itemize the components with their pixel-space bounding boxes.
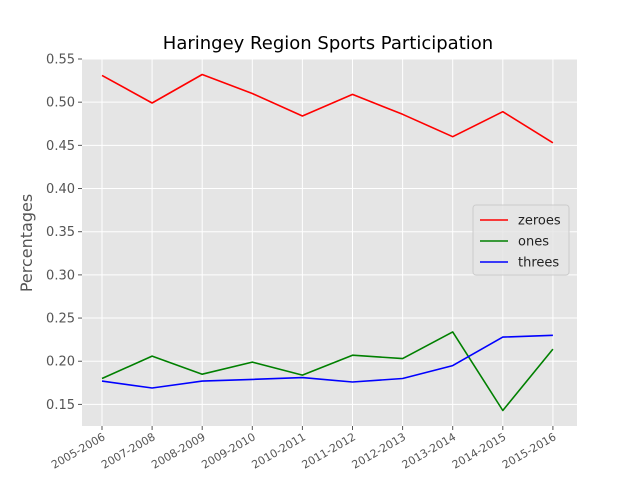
y-tick-label: 0.15	[46, 398, 75, 413]
x-tick-label: 2014-2015	[450, 430, 508, 471]
gridlines	[82, 58, 577, 426]
chart-title: Haringey Region Sports Participation	[163, 33, 493, 54]
x-tick-label: 2011-2012	[300, 430, 358, 471]
legend-box	[472, 204, 570, 276]
y-axis-label: Percentages	[17, 194, 36, 292]
series-line-threes	[101, 334, 553, 389]
x-tick-label: 2012-2013	[350, 430, 408, 471]
x-tick-label: 2007-2008	[99, 430, 157, 471]
y-tick-label: 0.20	[46, 355, 75, 370]
y-tick-label: 0.35	[46, 225, 75, 240]
x-tick-label: 2013-2014	[400, 430, 458, 471]
y-tick-label: 0.50	[46, 96, 75, 111]
x-tick-label: 2015-2016	[500, 430, 558, 471]
y-tick-label: 0.25	[46, 312, 75, 327]
x-tick-label: 2009-2010	[199, 430, 257, 471]
x-tick-label: 2005-2006	[49, 430, 107, 471]
legend-label-zeroes: zeroes	[518, 214, 561, 229]
y-axis-ticks: 0.15 0.20 0.25 0.30 0.35 0.40 0.45 0.50 0.55	[46, 53, 82, 413]
legend-label-ones: ones	[518, 235, 549, 250]
legend: zeroes ones threes	[472, 204, 570, 276]
series-line-zeroes	[101, 73, 554, 144]
y-tick-label: 0.40	[46, 182, 75, 197]
x-tick-label: 2008-2009	[149, 430, 207, 471]
x-axis-ticks: 2005-20062007-20082008-20092009-20102010…	[49, 426, 558, 472]
y-tick-label: 0.30	[46, 268, 75, 283]
x-tick-label: 2010-2011	[249, 430, 307, 471]
y-tick-label: 0.55	[46, 53, 75, 68]
series-line-ones	[101, 331, 554, 412]
y-tick-label: 0.45	[46, 139, 75, 154]
series-lines	[101, 73, 554, 412]
legend-label-threes: threes	[518, 256, 559, 271]
